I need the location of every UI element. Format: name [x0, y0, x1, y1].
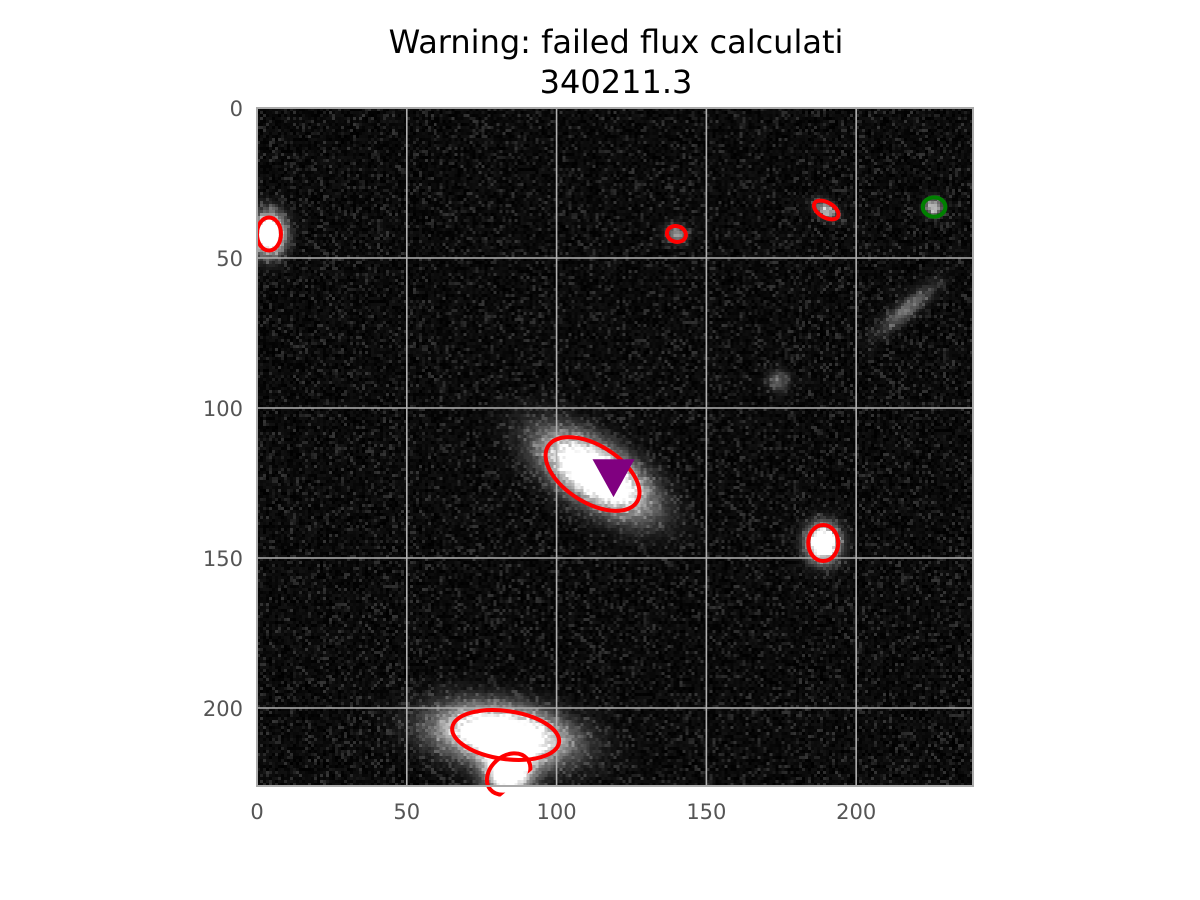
title-line-1: Warning: failed flux calculati [388, 23, 844, 61]
grid-layer [257, 108, 973, 786]
y-tick-label: 150 [203, 547, 243, 571]
y-tick-label: 100 [203, 397, 243, 421]
target-marker [592, 459, 635, 498]
x-tick-label: 50 [393, 800, 420, 824]
title-line-2: 340211.3 [539, 63, 693, 101]
x-tick-label: 100 [537, 800, 577, 824]
x-tick-label: 150 [686, 800, 726, 824]
sky-image [257, 108, 973, 786]
x-tick-label: 0 [250, 800, 263, 824]
chart-title: Warning: failed flux calculati 340211.3 [0, 22, 1200, 102]
y-tick-label: 50 [216, 247, 243, 271]
aperture-ellipse [257, 215, 283, 253]
x-tick-label: 200 [836, 800, 876, 824]
aperture-ellipse [920, 195, 948, 219]
image-layer [257, 108, 973, 786]
marker-layer [592, 459, 635, 498]
aperture-ellipse [806, 523, 841, 563]
plot-frame [256, 107, 974, 787]
y-tick-label: 0 [230, 97, 243, 121]
tick-layer: 0 50 100 150 200 0 50 100 150 200 [203, 97, 876, 824]
y-tick-label: 200 [203, 697, 243, 721]
aperture-ellipse [543, 435, 642, 513]
aperture-ellipse [664, 224, 688, 244]
aperture-ellipse [811, 198, 841, 222]
